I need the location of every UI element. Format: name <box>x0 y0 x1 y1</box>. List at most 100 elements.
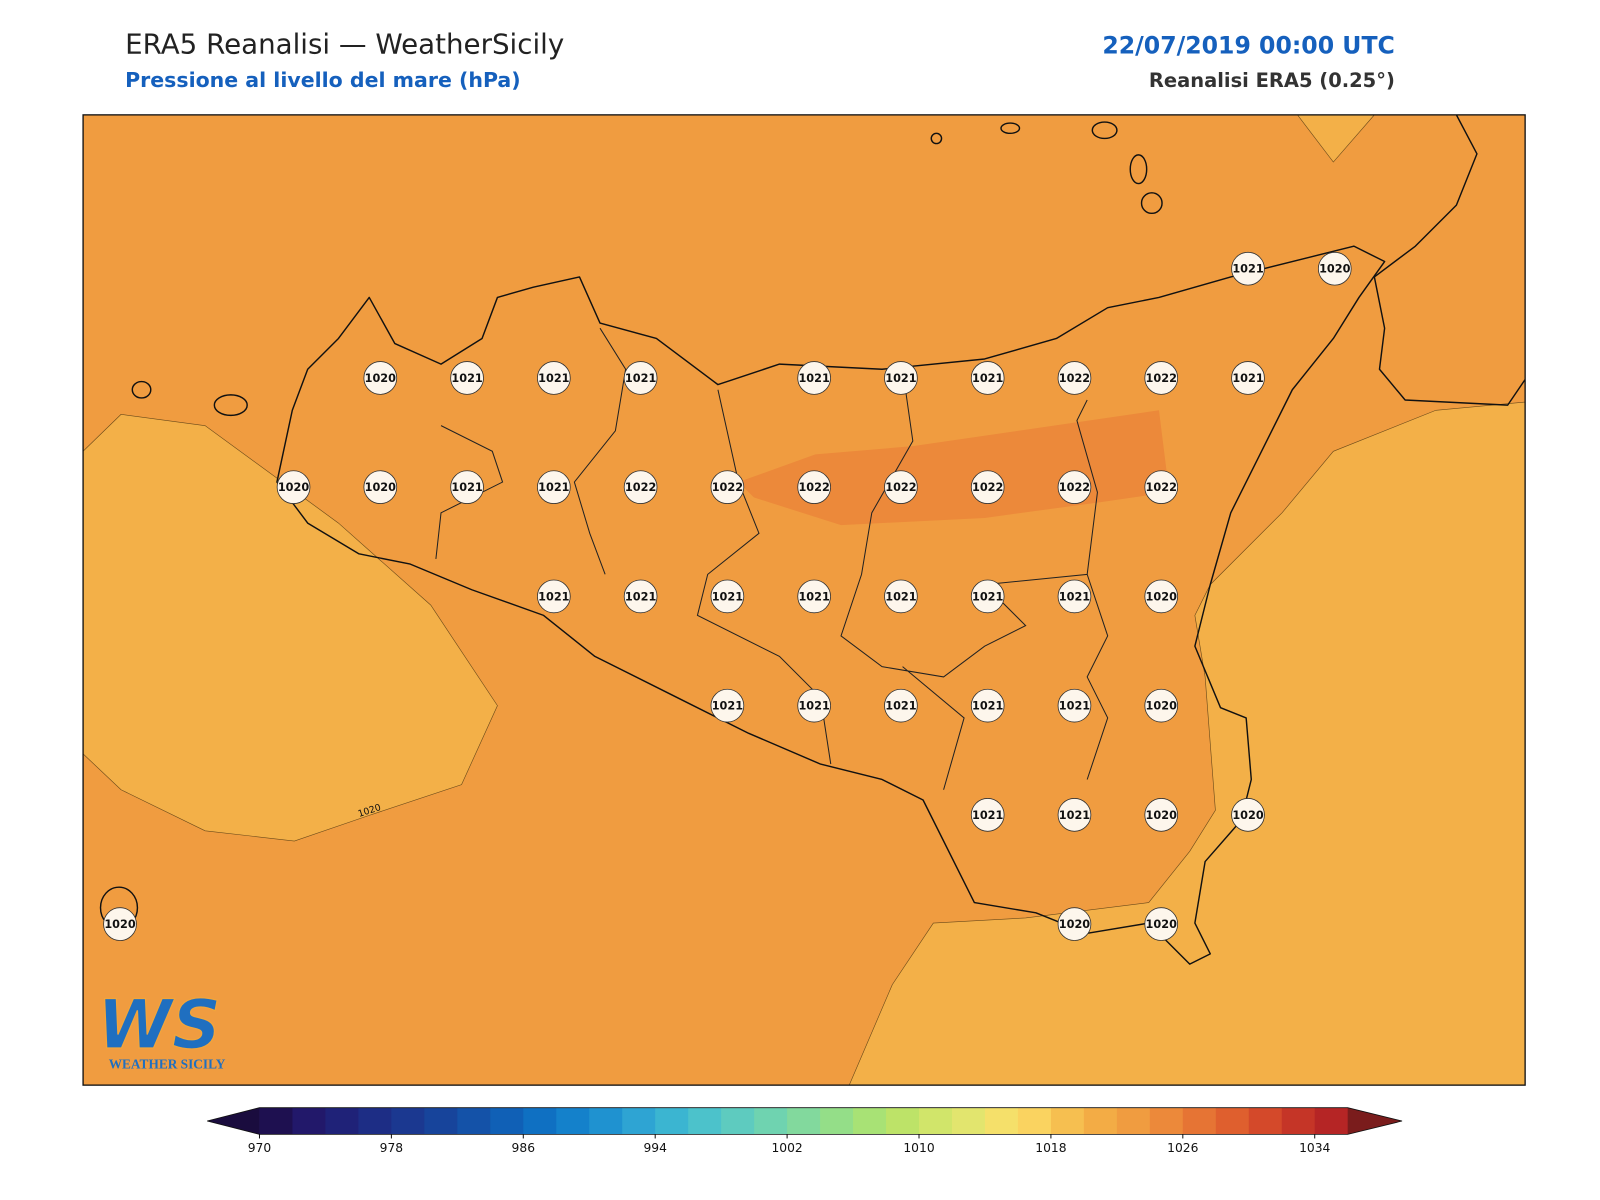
colorbar-segment <box>292 1107 326 1135</box>
pressure-area <box>83 414 498 842</box>
station-marker <box>537 470 571 504</box>
station: 1021 <box>623 361 658 395</box>
station-value: 1021 <box>798 372 830 385</box>
station: 1021 <box>970 579 1005 614</box>
station-value: 1021 <box>538 481 570 494</box>
station: 1021 <box>884 688 918 723</box>
colorbar-tick-label: 1010 <box>903 1141 934 1155</box>
island <box>930 132 943 145</box>
colorbar-segment <box>1050 1107 1085 1135</box>
station: 1022 <box>1057 361 1092 395</box>
station: 1021 <box>970 361 1005 395</box>
logo: WS WEATHER SICILY <box>97 985 226 1072</box>
station-value: 1020 <box>1059 918 1091 931</box>
station-value: 1021 <box>538 590 570 603</box>
station-value: 1021 <box>1232 263 1264 276</box>
station-value: 1022 <box>972 481 1003 494</box>
station-value: 1021 <box>1059 700 1091 713</box>
station-marker <box>623 470 658 504</box>
station-marker <box>103 907 137 941</box>
station-value: 1022 <box>1146 372 1177 385</box>
station: 1020 <box>1231 798 1265 832</box>
colorbar-segment <box>688 1107 722 1135</box>
station-marker <box>710 470 745 504</box>
colorbar-segment <box>457 1107 491 1135</box>
colorbar-tick-label: 1034 <box>1299 1141 1330 1155</box>
colorbar-tick-label: 994 <box>643 1141 667 1155</box>
station-labels: 1021 1020 1020 1021 1021 1021 1021 1021 1021 1022… <box>103 251 1352 941</box>
island <box>1129 154 1148 185</box>
station: 1021 <box>797 688 831 723</box>
station-value: 1021 <box>451 372 483 385</box>
colorbar-segment <box>589 1107 623 1135</box>
station-marker <box>1317 251 1352 286</box>
station-marker <box>884 688 918 723</box>
station: 1020 <box>1144 907 1179 941</box>
station-marker <box>1057 361 1092 395</box>
station-value: 1021 <box>1232 372 1264 385</box>
station-value: 1020 <box>1146 918 1178 931</box>
station-value: 1021 <box>885 590 917 603</box>
station: 1020 <box>1144 688 1179 723</box>
station-value: 1021 <box>538 372 570 385</box>
station-marker <box>450 470 484 504</box>
station-value: 1022 <box>712 481 743 494</box>
colorbar-over <box>1347 1107 1403 1135</box>
station-marker <box>1144 470 1179 504</box>
colorbar-segment <box>259 1107 293 1135</box>
station-value: 1022 <box>1146 481 1177 494</box>
station: 1021 <box>797 579 831 614</box>
station: 1021 <box>1057 579 1092 614</box>
colorbar-segment <box>424 1107 458 1135</box>
station-value: 1021 <box>798 590 830 603</box>
station-marker <box>1144 361 1179 395</box>
map-frame <box>82 114 1526 1086</box>
colorbar-segment <box>391 1107 425 1135</box>
station-marker <box>1057 798 1092 832</box>
station-marker <box>797 470 831 504</box>
station-value: 1021 <box>1059 809 1091 822</box>
colorbar: 970 978 986 994 1002 1010 1018 1026 1034 <box>207 1107 1403 1155</box>
colorbar-segment <box>1116 1107 1151 1135</box>
station-marker <box>884 361 918 395</box>
station-value: 1021 <box>885 372 917 385</box>
island <box>213 394 248 417</box>
colorbar-segment <box>358 1107 392 1135</box>
island <box>1091 121 1118 140</box>
station-marker <box>797 579 831 614</box>
station-value: 1020 <box>1146 700 1178 713</box>
station: 1022 <box>884 470 918 504</box>
station-value: 1021 <box>712 590 744 603</box>
station: 1022 <box>1144 470 1179 504</box>
station-value: 1022 <box>1059 372 1090 385</box>
colorbar-tick-label: 986 <box>512 1141 536 1155</box>
station-marker <box>623 361 658 395</box>
station-value: 1021 <box>885 700 917 713</box>
station-marker <box>537 361 571 395</box>
coastline <box>276 245 1386 965</box>
station-marker <box>1231 361 1265 395</box>
colorbar-segment <box>556 1107 590 1135</box>
station: 1022 <box>623 470 658 504</box>
island <box>131 380 152 399</box>
colorbar-segment <box>853 1107 887 1135</box>
station-marker <box>1144 579 1179 614</box>
colorbar-segment <box>490 1107 524 1135</box>
station: 1021 <box>450 361 484 395</box>
colorbar-segment <box>1314 1107 1349 1135</box>
station: 1021 <box>537 361 571 395</box>
station: 1021 <box>970 688 1005 723</box>
station-value: 1020 <box>1232 809 1264 822</box>
station-value: 1020 <box>104 918 136 931</box>
station: 1021 <box>1231 361 1265 395</box>
colorbar-segment <box>754 1107 788 1135</box>
colorbar-tick-label: 1002 <box>771 1141 802 1155</box>
station-marker <box>797 688 831 723</box>
colorbar-segment <box>984 1107 1019 1135</box>
station-value: 1022 <box>798 481 829 494</box>
station-value: 1021 <box>625 372 657 385</box>
station: 1020 <box>1317 251 1352 286</box>
station: 1022 <box>1057 470 1092 504</box>
station-value: 1020 <box>365 481 397 494</box>
